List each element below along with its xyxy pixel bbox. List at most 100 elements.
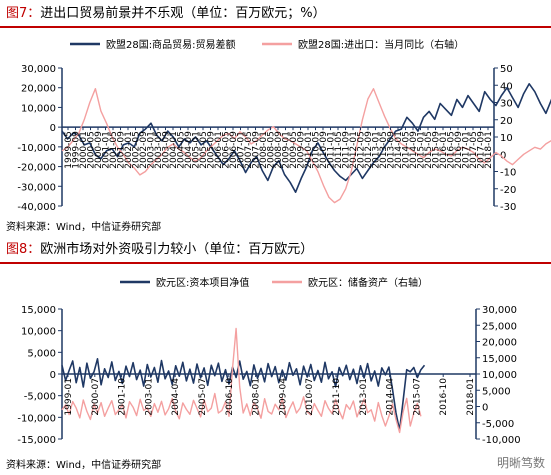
fig2-x-tick-label-8: 2009-04 [278,378,288,416]
fig2-right-tick-label-6: 0 [482,403,488,414]
fig1-x-tick-label-41: 2013-01 [372,131,382,169]
fig1-x-tick-label-47: 2015-01 [417,131,427,169]
fig1-right-tick-label-0: 50 [500,64,513,75]
fig2-title-number: 图8： [6,242,41,257]
fig1-x-tick-label-37: 2011-09 [342,131,352,169]
fig1-x-tick-label-44: 2014-01 [394,131,404,169]
fig1-right-tick-label-6: -10 [500,168,516,179]
fig1-series-line-0 [61,82,551,193]
fig1-x-tick-label-7: 2001-09 [117,131,127,169]
fig1-right-tick-label-1: 40 [500,81,513,92]
fig2-x-tick-label-4: 2004-04 [171,378,181,416]
fig2-x-tick-label-1: 2000-07 [91,378,101,416]
fig1-right-tick-label-5: 0 [500,150,506,161]
fig1-left-tick-label-3: 0 [50,123,56,134]
fig2-x-tick-label-3: 2003-01 [144,378,154,416]
fig2-left-tick-label-4: -5,000 [24,392,56,403]
fig2-legend-label-0: 欧元区:资本项目净值 [156,276,249,289]
fig1-x-tick-label-12: 2003-05 [154,131,164,169]
fig2-series-line-0 [61,358,426,432]
fig1-x-tick-label-31: 2009-09 [297,131,307,169]
fig1-title: 图7：进出口贸易前景并不乐观（单位：百万欧元；%） [6,6,326,22]
watermark-logo: 明晰笃数 [496,456,545,470]
fig1-x-tick-label-53: 2017-01 [462,131,472,169]
fig1-x-tick-label-43: 2013-09 [387,131,397,169]
fig1-x-tick-label-30: 2009-05 [289,131,299,169]
fig1-title-number: 图7： [6,6,41,21]
fig1-title-rule [0,26,551,28]
fig1-x-tick-label-35: 2011-01 [327,131,337,169]
fig2-x-tick-label-9: 2010-07 [305,378,315,416]
fig2-left-tick-label-3: 0 [50,370,56,381]
fig1-x-tick-label-8: 2002-01 [124,131,134,169]
fig2-x-tick-label-13: 2015-07 [412,378,422,416]
fig1-x-tick-label-33: 2010-05 [312,131,322,169]
fig1-x-tick-label-25: 2007-09 [252,131,262,169]
fig1-right-tick-label-4: 10 [500,133,513,144]
fig1-x-tick-label-20: 2006-01 [214,131,224,169]
fig1-x-tick-label-23: 2007-01 [237,131,247,169]
fig1-x-tick-label-49: 2015-09 [432,131,442,169]
fig1-x-tick-label-5: 2001-01 [102,131,112,169]
fig2-title: 图8：欧洲市场对外资吸引力较小（单位：百万欧元） [6,242,313,258]
fig2-right-tick-label-3: 15,000 [482,354,517,365]
fig1-right-tick-label-7: -20 [500,185,516,196]
fig2-right-tick-label-7: -5,000 [482,419,514,430]
fig1-left-tick-label-5: -20,000 [17,163,56,174]
fig1-x-tick-label-46: 2014-09 [409,131,419,169]
fig2-title-text: 欧洲市场对外资吸引力较小（单位：百万欧元） [40,242,314,257]
fig1-left-tick-label-4: -10,000 [17,143,56,154]
fig1-x-tick-label-54: 2017-05 [469,131,479,169]
fig2-series-line-1 [61,327,422,434]
fig1-x-tick-label-34: 2010-09 [319,131,329,169]
fig1-x-tick-label-2: 2000-01 [79,131,89,169]
fig1-x-tick-label-29: 2009-01 [282,131,292,169]
fig1-x-tick-label-17: 2005-01 [192,131,202,169]
fig2-x-tick-label-7: 2008-01 [252,378,262,416]
fig2-x-tick-label-10: 2011-10 [332,378,342,416]
fig1-source: 资料来源：Wind，中信证券研究部 [6,222,162,233]
fig2-right-tick-label-1: 25,000 [482,321,517,332]
fig1-x-tick-label-55: 2017-09 [477,131,487,169]
fig1-x-tick-label-26: 2008-01 [259,131,269,169]
fig1-x-tick-label-50: 2016-01 [439,131,449,169]
fig1-x-tick-label-22: 2006-09 [229,131,239,169]
fig1-x-tick-label-10: 2002-09 [139,131,149,169]
fig1-x-tick-label-36: 2011-05 [334,131,344,169]
fig1-x-tick-label-48: 2015-05 [424,131,434,169]
fig1-right-tick-label-8: -30 [500,202,516,213]
fig1-x-tick-label-27: 2008-05 [267,131,277,169]
fig1-x-tick-label-15: 2004-05 [177,131,187,169]
fig1-x-tick-label-40: 2012-09 [364,131,374,169]
fig1-x-tick-label-51: 2016-05 [447,131,457,169]
fig2-x-tick-label-5: 2005-07 [198,378,208,416]
fig1-x-tick-label-1: 1999-09 [72,131,82,169]
fig2-legend-label-1: 欧元区：储备资产（右轴） [308,276,428,289]
fig2-x-tick-label-14: 2016-10 [439,378,449,416]
fig1-chart: 欧盟28国:商品贸易:贸易差额 欧盟28国:进出口：当月同比（右轴） 30,000 2… [17,38,551,213]
fig1-left-tick-label-1: 20,000 [21,84,56,95]
fig1-x-tick-label-14: 2004-01 [169,131,179,169]
fig2-right-tick-label-8: -10,000 [482,435,521,446]
fig2-chart: 欧元区:资本项目净值 欧元区：储备资产（右轴） 15,000 10,000 5,000 0… [17,276,521,446]
fig2-x-tick-label-11: 2013-01 [359,378,369,416]
fig1-x-tick-label-28: 2008-09 [274,131,284,169]
fig1-x-tick-label-38: 2012-01 [349,131,359,169]
fig1-x-tick-label-18: 2005-05 [199,131,209,169]
fig2-x-tick-label-0: 1999-01 [64,378,74,416]
fig1-legend-label-1: 欧盟28国:进出口：当月同比（右轴） [298,38,464,51]
fig2-right-tick-label-0: 30,000 [482,305,517,316]
fig2-x-tick-label-6: 2006-10 [225,378,235,416]
fig2-left-tick-label-6: -15,000 [17,435,56,446]
fig1-x-tick-label-24: 2007-05 [244,131,254,169]
fig2-left-tick-label-5: -10,000 [17,413,56,424]
fig1-left-tick-label-2: 10,000 [21,103,56,114]
fig2-x-tick-label-15: 2018-01 [466,378,476,416]
fig1-x-tick-label-21: 2006-05 [222,131,232,169]
fig1-x-tick-label-32: 2010-01 [304,131,314,169]
fig1-legend-label-0: 欧盟28国:商品贸易:贸易差额 [106,38,235,51]
fig1-right-tick-label-3: 20 [500,116,513,127]
fig1-left-tick-label-7: -40,000 [17,202,56,213]
fig2-left-tick-label-2: 5,000 [27,348,56,359]
fig2-left-tick-label-0: 15,000 [21,305,56,316]
